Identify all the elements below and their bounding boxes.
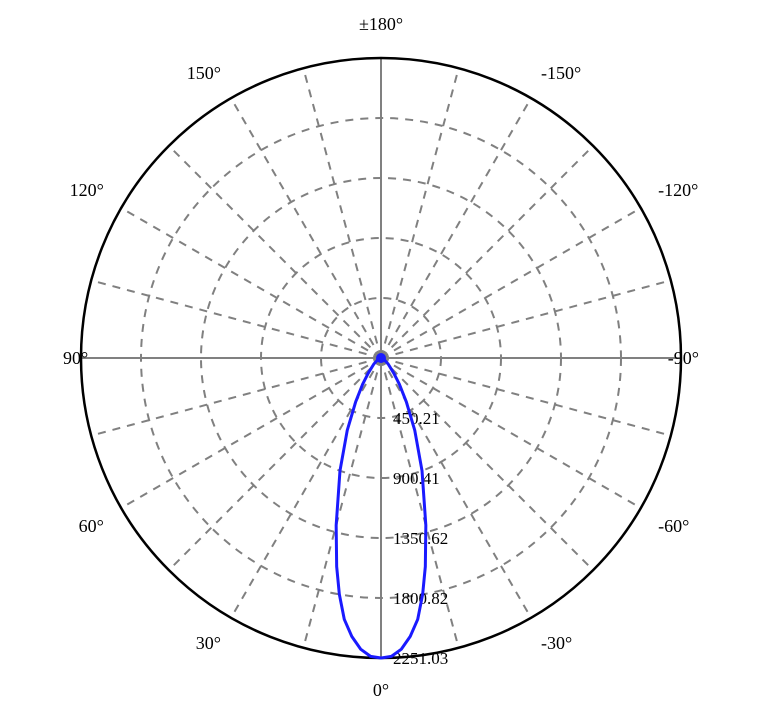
angle-label: -150°	[541, 63, 581, 83]
polar-chart: 450.21900.411350.621800.822251.030°30°60…	[0, 0, 762, 716]
ring-label: 450.21	[393, 409, 440, 428]
angle-label: 150°	[187, 63, 221, 83]
angle-label: 30°	[196, 633, 221, 653]
angle-label: -30°	[541, 633, 572, 653]
angle-label: -120°	[658, 180, 698, 200]
ring-label: 1350.62	[393, 529, 448, 548]
angle-label: 120°	[70, 180, 104, 200]
angle-label: -90°	[668, 348, 699, 368]
angle-label: 90°	[63, 348, 88, 368]
ring-label: 2251.03	[393, 649, 448, 668]
angle-label: -60°	[658, 516, 689, 536]
polar-chart-svg: 450.21900.411350.621800.822251.030°30°60…	[0, 0, 762, 716]
angle-label: 60°	[79, 516, 104, 536]
ring-label: 900.41	[393, 469, 440, 488]
center-marker	[376, 353, 386, 363]
angle-label: 0°	[373, 680, 389, 700]
angle-label: ±180°	[359, 14, 403, 34]
